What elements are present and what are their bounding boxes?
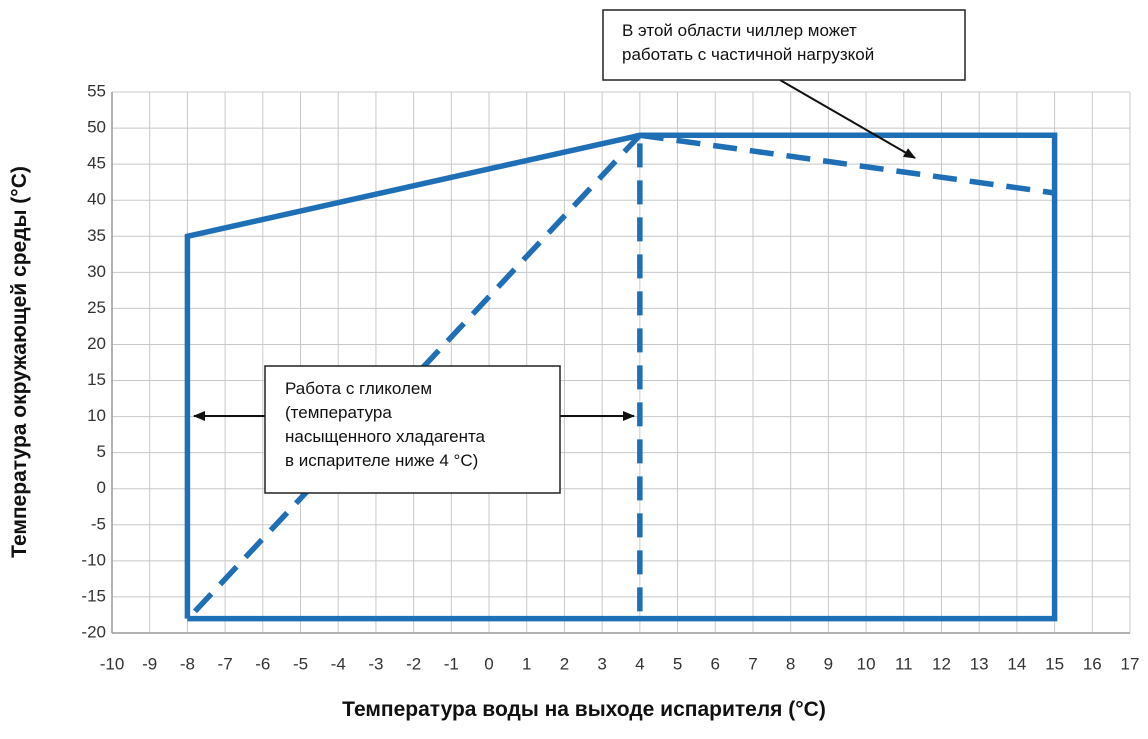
x-tick-label: 13 bbox=[970, 654, 989, 673]
annotation-text: в испарителе ниже 4 °C) bbox=[285, 451, 478, 470]
arrow bbox=[779, 79, 916, 159]
y-tick-label: -5 bbox=[91, 514, 106, 533]
y-axis-label: Температура окружающей среды (°C) bbox=[8, 166, 31, 558]
x-tick-label: -3 bbox=[368, 654, 383, 673]
annotation-text: работать с частичной нагрузкой bbox=[622, 45, 874, 64]
annotation-text: (температура bbox=[285, 403, 392, 422]
x-tick-label: -8 bbox=[180, 654, 195, 673]
x-tick-label: -9 bbox=[142, 654, 157, 673]
y-tick-label: 20 bbox=[87, 334, 106, 353]
x-tick-label: 7 bbox=[748, 654, 757, 673]
y-tick-label: 0 bbox=[97, 478, 106, 497]
y-tick-label: -10 bbox=[81, 550, 106, 569]
x-tick-label: 11 bbox=[895, 654, 913, 673]
x-tick-label: 17 bbox=[1121, 654, 1140, 673]
x-tick-label: 3 bbox=[597, 654, 606, 673]
x-tick-label: 16 bbox=[1083, 654, 1102, 673]
y-tick-label: 25 bbox=[87, 298, 106, 317]
y-tick-label: 40 bbox=[87, 190, 106, 209]
x-tick-label: 12 bbox=[932, 654, 951, 673]
x-tick-label: -1 bbox=[444, 654, 459, 673]
y-tick-label: 5 bbox=[97, 442, 106, 461]
y-tick-label: -15 bbox=[81, 586, 106, 605]
y-tick-label: 30 bbox=[87, 262, 106, 281]
x-tick-label: 15 bbox=[1045, 654, 1064, 673]
series-line bbox=[639, 132, 1055, 196]
y-tick-label: 55 bbox=[87, 81, 106, 100]
y-tick-label: -20 bbox=[81, 622, 106, 641]
x-tick-label: 10 bbox=[857, 654, 876, 673]
x-tick-label: 6 bbox=[711, 654, 720, 673]
x-tick-label: -7 bbox=[218, 654, 233, 673]
annotation-text: насыщенного хладагента bbox=[285, 427, 486, 446]
x-tick-label: 5 bbox=[673, 654, 682, 673]
x-tick-label: 4 bbox=[635, 654, 644, 673]
x-tick-label: 0 bbox=[484, 654, 493, 673]
x-tick-label: -2 bbox=[406, 654, 421, 673]
annotation-box bbox=[602, 9, 966, 81]
x-tick-label: -6 bbox=[255, 654, 270, 673]
series-line bbox=[184, 132, 1058, 622]
x-axis-label: Температура воды на выходе испарителя (°… bbox=[342, 698, 826, 721]
x-tick-label: -5 bbox=[293, 654, 308, 673]
y-tick-label: 50 bbox=[87, 118, 106, 137]
x-tick-label: -10 bbox=[100, 654, 125, 673]
x-tick-label: 9 bbox=[824, 654, 833, 673]
annotation-text: В этой области чиллер может bbox=[622, 21, 857, 40]
x-tick-label: 8 bbox=[786, 654, 795, 673]
annotation-text: Работа с гликолем bbox=[285, 379, 432, 398]
y-tick-label: 45 bbox=[87, 154, 106, 173]
x-tick-label: 2 bbox=[560, 654, 569, 673]
y-tick-label: 15 bbox=[87, 370, 106, 389]
x-tick-label: -4 bbox=[331, 654, 346, 673]
x-tick-label: 14 bbox=[1007, 654, 1026, 673]
x-tick-label: 1 bbox=[522, 654, 531, 673]
y-tick-label: 10 bbox=[87, 406, 106, 425]
y-tick-label: 35 bbox=[87, 226, 106, 245]
annotation-box bbox=[264, 365, 561, 494]
